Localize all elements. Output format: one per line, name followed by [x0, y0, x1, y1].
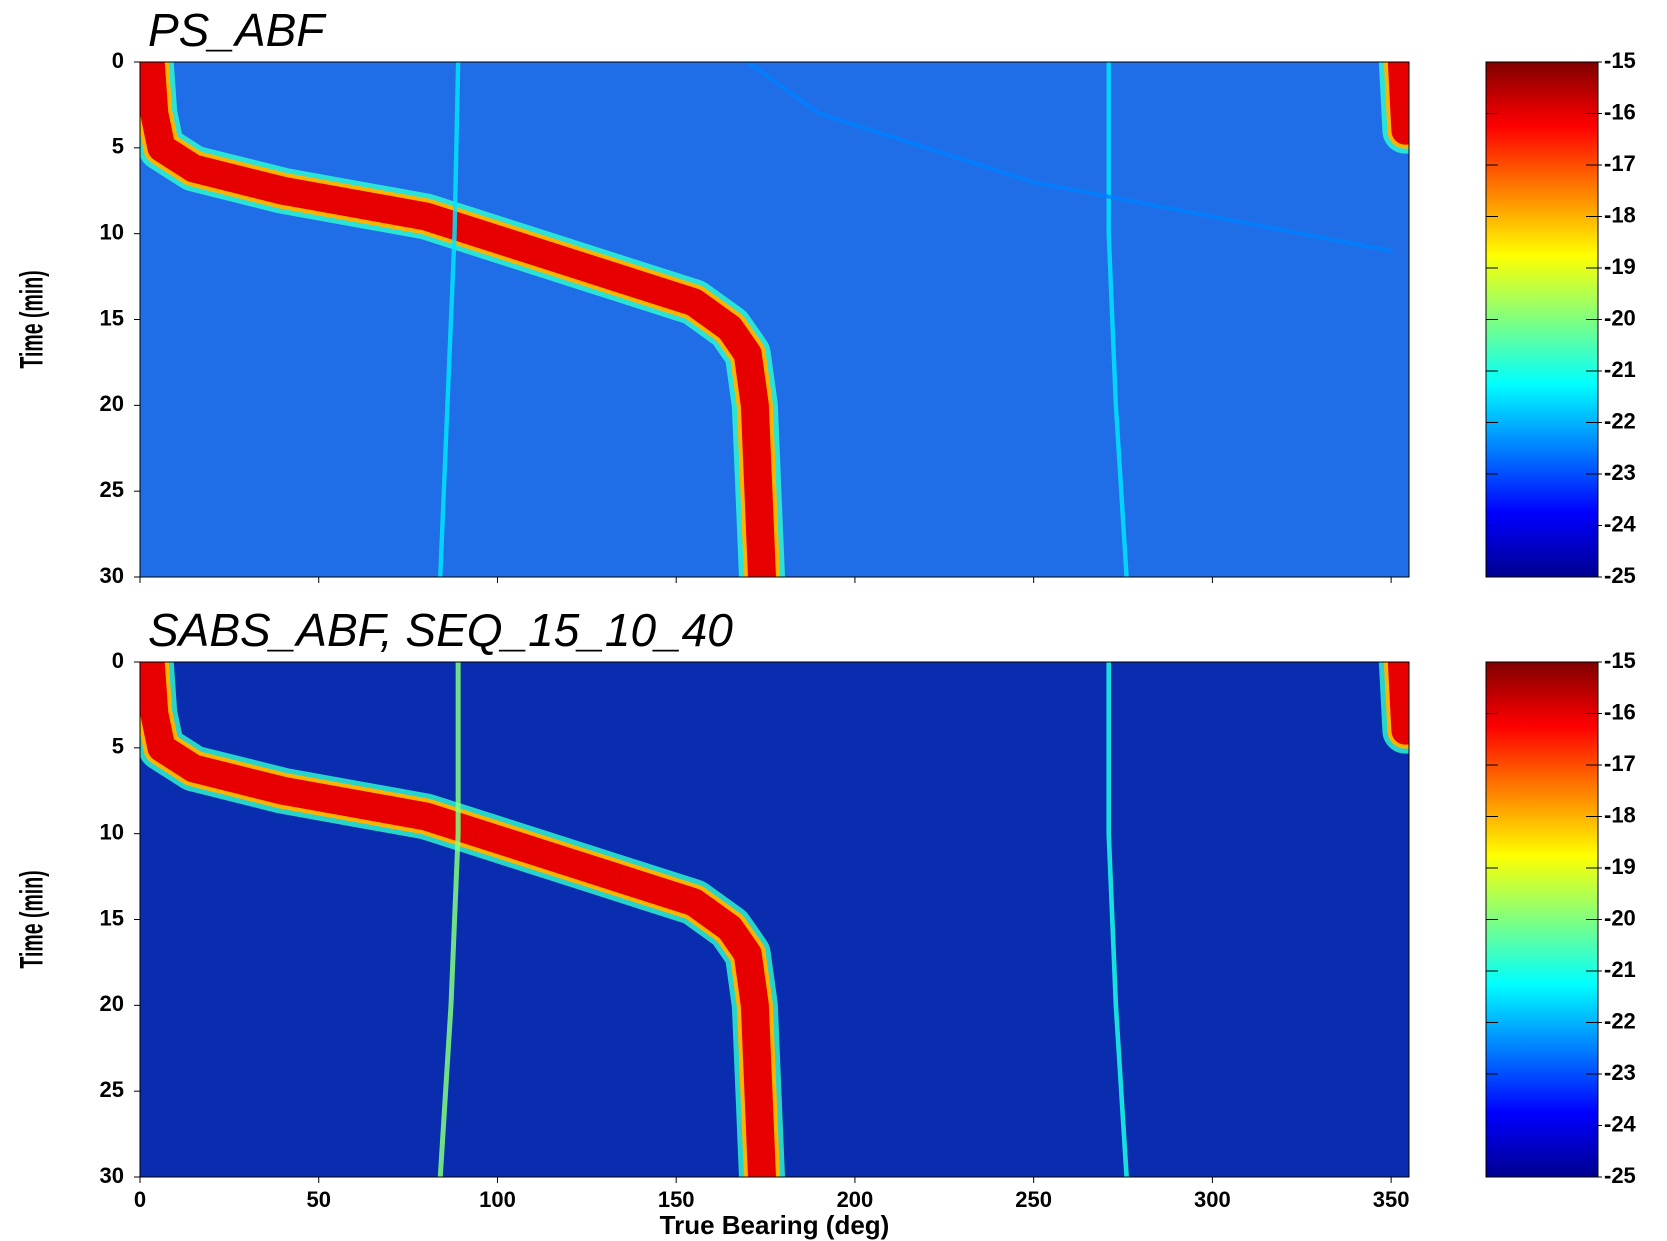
chart-title: SABS_ABF, SEQ_15_10_40 [148, 604, 733, 656]
track [437, 662, 461, 1177]
colorbar-tick-label: -25 [1604, 1163, 1636, 1188]
track [1387, 662, 1409, 745]
colorbar-tick-label: -15 [1604, 648, 1636, 673]
track [140, 62, 776, 577]
y-tick-label: 10 [100, 819, 124, 844]
y-tick-label: 15 [100, 905, 124, 930]
colorbar [1485, 661, 1599, 1178]
colorbar-tick-label: -18 [1604, 802, 1636, 827]
track [1387, 62, 1409, 145]
colorbar-tick-label: -22 [1604, 1008, 1636, 1033]
y-tick-label: 0 [112, 48, 124, 73]
colorbar-tick-label: -17 [1604, 751, 1636, 776]
track [140, 662, 776, 1177]
y-tick-label: 20 [100, 991, 124, 1016]
x-axis-label: True Bearing (deg) [660, 1210, 890, 1240]
y-tick-label: 25 [100, 477, 124, 502]
colorbar-tick-label: -18 [1604, 202, 1636, 227]
colorbar-tick-label: -16 [1604, 699, 1636, 724]
colorbar-tick-label: -20 [1604, 905, 1636, 930]
colorbar-tick-label: -21 [1604, 357, 1636, 382]
x-tick-label: 200 [837, 1187, 874, 1212]
track [745, 62, 1394, 253]
y-tick-label: 30 [100, 563, 124, 588]
colorbar-tick-label: -19 [1604, 854, 1636, 879]
y-tick-label: 25 [100, 1077, 124, 1102]
colorbar-tick-label: -21 [1604, 957, 1636, 982]
colorbar-tick-label: -25 [1604, 563, 1636, 588]
x-tick-label: 150 [658, 1187, 695, 1212]
colorbar-tick-label: -24 [1604, 1111, 1637, 1136]
colorbar-tick-label: -22 [1604, 408, 1636, 433]
chart-title: PS_ABF [148, 4, 327, 56]
track [438, 62, 461, 577]
x-tick-label: 300 [1194, 1187, 1231, 1212]
y-axis-label: Time (min) [13, 270, 49, 368]
tracks [140, 662, 1409, 1177]
y-tick-label: 5 [112, 134, 124, 159]
y-tick-label: 0 [112, 648, 124, 673]
colorbar-tick-label: -15 [1604, 48, 1636, 73]
y-tick-label: 5 [112, 734, 124, 759]
y-axis-label: Time (min) [13, 870, 49, 968]
y-tick-label: 30 [100, 1163, 124, 1188]
colorbar-tick-label: -23 [1604, 460, 1636, 485]
y-tick-label: 10 [100, 219, 124, 244]
tracks [140, 62, 1409, 577]
x-tick-label: 100 [479, 1187, 516, 1212]
colorbar-tick-label: -20 [1604, 305, 1636, 330]
x-tick-label: 0 [134, 1187, 146, 1212]
y-tick-label: 20 [100, 391, 124, 416]
x-tick-label: 250 [1015, 1187, 1052, 1212]
y-tick-label: 15 [100, 305, 124, 330]
colorbar-tick-label: -23 [1604, 1060, 1636, 1085]
colorbar [1485, 61, 1599, 578]
colorbar-tick-label: -16 [1604, 99, 1636, 124]
track [1106, 662, 1129, 1177]
x-tick-label: 350 [1373, 1187, 1410, 1212]
colorbar-tick-label: -17 [1604, 151, 1636, 176]
track [1106, 62, 1129, 577]
x-tick-label: 50 [306, 1187, 330, 1212]
colorbar-tick-label: -19 [1604, 254, 1636, 279]
colorbar-tick-label: -24 [1604, 511, 1637, 536]
